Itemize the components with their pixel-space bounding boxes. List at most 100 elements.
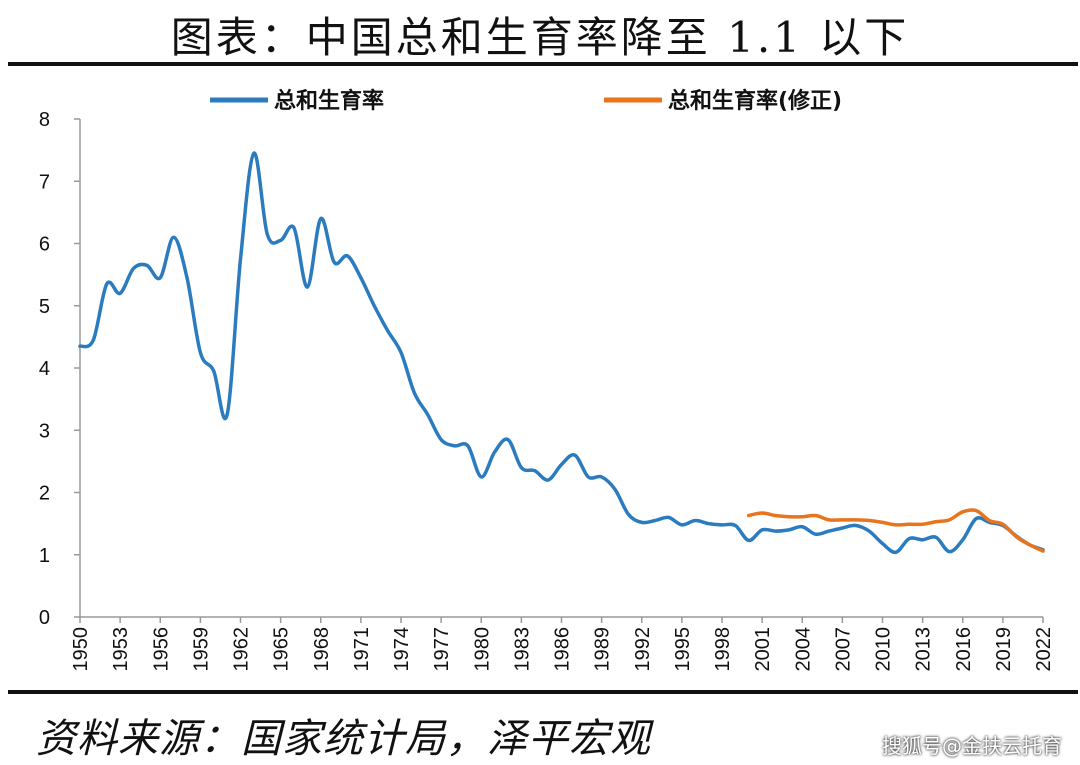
data-point xyxy=(560,463,563,466)
data-point xyxy=(814,533,817,536)
x-tick-label: 1992 xyxy=(632,627,654,672)
x-tick-label: 1959 xyxy=(190,627,212,672)
x-tick-label: 2004 xyxy=(792,627,814,672)
data-point xyxy=(480,475,483,479)
data-point xyxy=(720,523,724,527)
data-point xyxy=(359,276,363,279)
x-tick-label: 1989 xyxy=(592,627,614,672)
x-tick-label: 1968 xyxy=(311,627,333,672)
x-tick-label: 2016 xyxy=(953,627,975,672)
data-point xyxy=(172,236,175,239)
data-point xyxy=(680,523,684,527)
data-point xyxy=(239,257,242,261)
data-point xyxy=(252,152,256,155)
chart-series xyxy=(78,151,1045,555)
x-tick-label: 1950 xyxy=(70,627,92,672)
y-tick-label: 6 xyxy=(39,234,50,256)
x-tick-label: 1980 xyxy=(471,627,493,672)
data-point xyxy=(145,264,149,267)
data-point xyxy=(934,520,938,523)
data-point xyxy=(854,518,857,522)
data-point xyxy=(961,538,964,542)
data-point xyxy=(159,276,162,279)
data-point xyxy=(640,521,643,524)
data-point xyxy=(988,519,991,522)
data-point xyxy=(894,551,898,554)
x-tick-label: 2001 xyxy=(752,627,774,672)
data-point xyxy=(600,475,603,479)
data-point xyxy=(332,260,336,264)
data-point xyxy=(747,514,750,517)
x-tick-label: 1956 xyxy=(150,627,172,672)
x-tick-label: 2013 xyxy=(913,627,935,672)
data-point xyxy=(760,511,764,515)
data-point xyxy=(667,516,670,519)
data-point xyxy=(760,528,764,532)
data-point xyxy=(707,522,710,525)
x-tick-label: 1971 xyxy=(351,627,373,672)
x-tick-label: 1962 xyxy=(231,627,253,672)
data-point xyxy=(814,514,817,517)
x-tick-label: 2019 xyxy=(993,627,1015,672)
y-tick-label: 8 xyxy=(39,109,50,131)
data-point xyxy=(961,510,964,513)
x-tick-label: 1965 xyxy=(271,627,293,672)
source-note: 资料来源：国家统计局，泽平宏观 xyxy=(36,716,651,762)
data-point xyxy=(546,478,550,482)
y-tick-label: 7 xyxy=(39,171,50,193)
data-point xyxy=(613,488,617,491)
data-point xyxy=(306,285,309,289)
data-point xyxy=(266,232,269,236)
data-point xyxy=(520,466,523,469)
page-title: 图表：中国总和生育率降至 1.1 以下 xyxy=(170,13,910,62)
bottom-rule xyxy=(8,690,1078,694)
x-tick-label: 1983 xyxy=(511,627,533,672)
legend-label-series-1[interactable]: 总和生育率 xyxy=(274,88,384,114)
data-point xyxy=(801,525,804,528)
y-tick-label: 3 xyxy=(39,420,50,442)
data-point xyxy=(386,329,389,332)
data-point xyxy=(627,513,630,516)
data-point xyxy=(212,369,215,373)
data-point xyxy=(439,438,443,441)
data-point xyxy=(1028,543,1031,546)
data-point xyxy=(734,524,737,527)
series-points-1 xyxy=(78,152,1045,554)
data-point xyxy=(279,239,282,242)
data-point xyxy=(225,413,229,416)
data-point xyxy=(787,528,791,532)
data-point xyxy=(974,509,978,512)
data-point xyxy=(934,536,938,539)
y-tick-label: 0 xyxy=(39,607,50,629)
x-tick-label: 1995 xyxy=(672,627,694,672)
data-point xyxy=(774,514,777,517)
fertility-rate-chart: 总和生育率 总和生育率(修正) 0 1 2 3 4 5 6 7 8 1950 1953 1956 195… xyxy=(39,88,1055,672)
y-tick-label: 5 xyxy=(39,296,50,318)
x-tick-label: 2010 xyxy=(873,627,895,672)
data-point xyxy=(292,226,296,230)
data-point xyxy=(118,292,122,295)
legend-label-series-2[interactable]: 总和生育率(修正) xyxy=(668,88,842,114)
data-point xyxy=(587,475,590,479)
data-point xyxy=(506,438,510,441)
data-point xyxy=(841,526,844,530)
data-point xyxy=(105,282,108,286)
data-point xyxy=(132,267,135,270)
chart-legend: 总和生育率 总和生育率(修正) xyxy=(210,88,842,114)
data-point xyxy=(199,351,202,354)
data-point xyxy=(694,519,697,522)
data-point xyxy=(827,518,831,522)
data-point xyxy=(774,529,777,533)
data-point xyxy=(92,338,95,342)
chart-axes: 0 1 2 3 4 5 6 7 8 1950 1953 1956 1959 1962 1965 1968 197… xyxy=(39,109,1055,672)
data-point xyxy=(894,523,898,527)
data-point xyxy=(854,524,857,527)
y-tick-label: 2 xyxy=(39,483,50,505)
data-point xyxy=(399,351,403,354)
y-tick-label: 4 xyxy=(39,358,50,380)
data-point xyxy=(908,523,911,526)
data-point xyxy=(1001,523,1005,526)
watermark: 搜狐号@金扶云托育 xyxy=(882,734,1062,758)
data-point xyxy=(867,519,871,522)
data-point xyxy=(921,523,924,526)
